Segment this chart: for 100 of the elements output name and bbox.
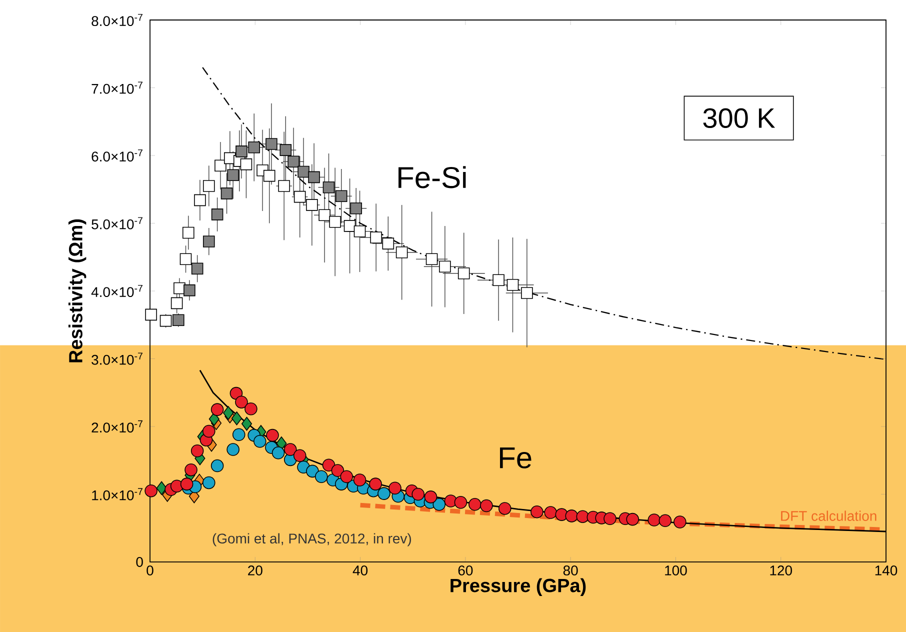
point	[231, 411, 242, 426]
point	[480, 499, 493, 512]
point	[439, 260, 451, 273]
point	[248, 141, 260, 154]
point	[263, 170, 276, 182]
point	[329, 216, 341, 228]
point	[236, 146, 248, 158]
point	[506, 278, 519, 291]
annotation: 300 K	[703, 108, 776, 128]
point	[350, 202, 362, 214]
x-tick-label: 140	[875, 566, 898, 576]
point	[226, 443, 240, 456]
y-tick-label: 6.0×10$^{-7}$	[92, 149, 142, 162]
point	[432, 498, 446, 511]
point	[184, 463, 198, 476]
point	[331, 464, 344, 477]
point	[454, 496, 468, 509]
point	[308, 171, 320, 184]
point	[521, 287, 533, 299]
point	[160, 314, 172, 327]
x-tick-label: 120	[770, 566, 792, 576]
point	[318, 209, 330, 222]
point	[424, 490, 438, 504]
point	[306, 464, 319, 478]
x-axis-title: Pressure (GPa)	[450, 578, 586, 596]
point	[382, 238, 394, 250]
point	[498, 502, 512, 515]
annotation: (Gomi et al, PNAS, 2012, in rev)	[212, 533, 412, 546]
point	[266, 428, 279, 442]
x-tick-label: 100	[665, 566, 687, 576]
point	[530, 505, 544, 518]
point	[253, 434, 266, 448]
point	[335, 190, 348, 202]
series-label: DFT calculation	[781, 510, 876, 521]
point	[202, 476, 216, 490]
y-tick-label: 5.0×10$^{-7}$	[92, 217, 142, 230]
point	[284, 443, 297, 456]
point	[194, 194, 206, 206]
point	[144, 484, 158, 498]
point	[240, 158, 252, 170]
point	[278, 180, 290, 192]
point	[232, 428, 246, 442]
point	[208, 412, 220, 426]
point	[241, 416, 252, 431]
point	[202, 236, 215, 248]
x-tick-label: 0	[146, 566, 154, 576]
point	[244, 402, 258, 416]
point	[468, 498, 482, 511]
point	[182, 226, 194, 239]
y-tick-label: 3.0×10$^{-7}$	[92, 352, 142, 365]
annotation: Fe-Si	[398, 166, 466, 188]
point	[180, 253, 192, 266]
y-tick-label: 7.0×10$^{-7}$	[92, 82, 142, 94]
point	[370, 232, 382, 244]
y-tick-label: 4.0×10$^{-7}$	[91, 284, 142, 298]
point	[378, 487, 390, 500]
point	[272, 446, 285, 460]
y-axis-title: Resistivity (Ωm)	[68, 219, 86, 362]
point	[369, 478, 382, 490]
point	[211, 208, 224, 220]
x-tick-label: 20	[248, 566, 262, 576]
point	[388, 482, 402, 495]
point	[298, 166, 310, 178]
point	[235, 396, 248, 408]
point	[674, 516, 686, 528]
point	[170, 297, 183, 310]
point	[412, 488, 425, 501]
point	[230, 386, 243, 400]
point	[322, 181, 335, 194]
point	[658, 514, 672, 528]
point	[202, 424, 216, 438]
annotation: Fe	[500, 447, 532, 468]
point	[626, 512, 640, 526]
point	[293, 449, 306, 462]
point	[156, 481, 167, 496]
point	[648, 514, 661, 526]
point	[288, 156, 300, 168]
point	[340, 470, 354, 484]
point	[266, 138, 278, 150]
point	[426, 253, 438, 266]
x-tick-label: 60	[458, 566, 473, 576]
point	[604, 512, 616, 526]
point	[344, 220, 356, 232]
point	[210, 403, 224, 416]
point	[191, 262, 204, 275]
point	[280, 144, 292, 156]
point	[184, 284, 196, 296]
point	[276, 436, 287, 450]
point	[565, 510, 578, 522]
point	[145, 308, 157, 321]
point	[227, 169, 239, 182]
point	[322, 458, 336, 472]
point	[396, 246, 408, 258]
point	[202, 180, 215, 192]
point	[354, 225, 366, 238]
point	[306, 199, 318, 211]
point	[492, 274, 504, 286]
y-tick-label: 2.0×10$^{-7}$	[92, 420, 142, 433]
point	[210, 459, 224, 472]
point	[190, 444, 204, 458]
